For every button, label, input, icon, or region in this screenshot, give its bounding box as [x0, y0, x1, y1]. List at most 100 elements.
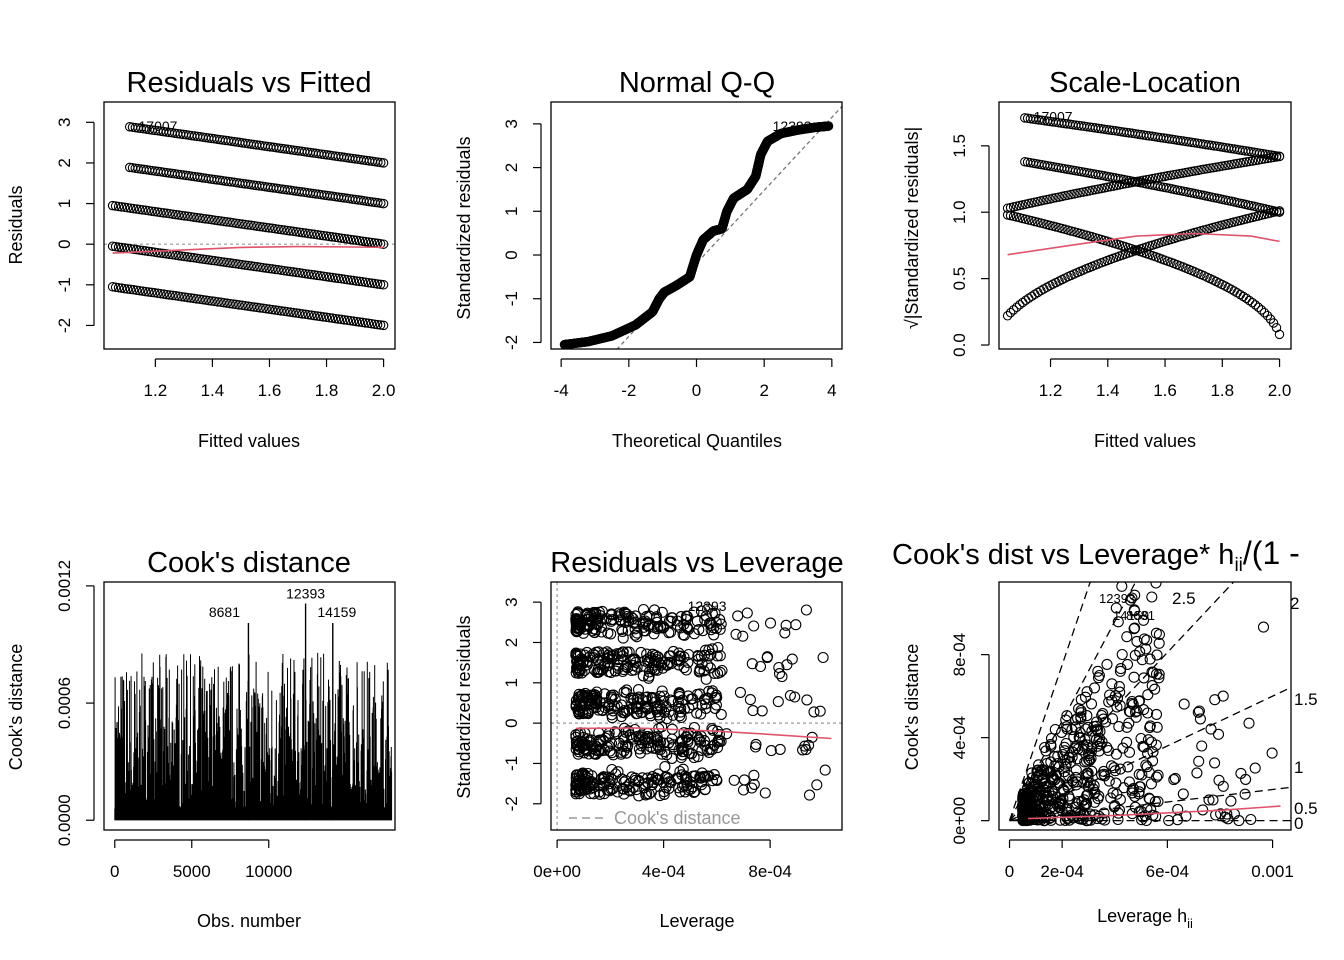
data-point	[240, 300, 250, 311]
data-point	[1099, 770, 1111, 782]
data-point	[1259, 154, 1270, 164]
data-point	[596, 704, 608, 716]
data-point	[198, 294, 208, 305]
data-point	[222, 217, 232, 227]
data-point	[252, 221, 262, 231]
data-point	[1140, 643, 1152, 655]
data-point	[1008, 305, 1019, 315]
data-point	[700, 610, 712, 622]
data-point	[1123, 705, 1135, 717]
data-point	[1116, 582, 1128, 592]
data-point	[363, 277, 374, 288]
data-point	[680, 664, 692, 676]
data-point	[610, 665, 622, 677]
data-point	[372, 319, 383, 330]
data-point	[177, 210, 187, 221]
data-point	[378, 198, 389, 209]
y-axis: 0.0000 0.0006 0.0012	[55, 560, 95, 846]
data-point	[1192, 706, 1204, 718]
data-point	[630, 656, 642, 668]
data-point	[748, 620, 760, 632]
data-point	[643, 619, 656, 631]
data-point	[1145, 804, 1157, 816]
data-point	[360, 318, 371, 328]
data-point	[1093, 732, 1106, 744]
data-point	[1113, 681, 1125, 693]
data-point	[581, 608, 594, 621]
data-point	[143, 287, 154, 297]
data-point	[1153, 637, 1165, 649]
data-point	[781, 659, 793, 671]
data-point	[605, 737, 618, 750]
data-point	[177, 251, 187, 261]
data-point	[246, 261, 256, 271]
data-point	[348, 235, 359, 245]
data-point	[327, 272, 338, 283]
x-tick-label: 1.6	[1153, 381, 1177, 400]
data-point	[149, 247, 160, 257]
data-point	[1175, 168, 1185, 179]
data-point	[590, 748, 602, 760]
data-point	[261, 263, 271, 273]
data-point	[366, 318, 377, 329]
data-point	[1078, 187, 1088, 197]
data-point	[333, 314, 344, 324]
data-point	[378, 158, 389, 168]
data-point	[1151, 721, 1163, 733]
data-point	[1220, 160, 1230, 171]
plot-area	[551, 582, 842, 830]
data-point	[267, 304, 277, 315]
data-point	[1128, 604, 1140, 616]
data-point	[1197, 804, 1209, 816]
data-point	[638, 778, 651, 790]
data-point	[134, 245, 145, 255]
data-point	[673, 655, 685, 667]
data-point	[1235, 289, 1246, 300]
data-point	[171, 291, 181, 301]
data-point	[342, 234, 353, 244]
data-point	[113, 201, 124, 212]
data-point	[264, 263, 274, 274]
data-point	[1225, 795, 1237, 807]
data-point	[737, 784, 750, 796]
data-point	[1043, 786, 1055, 798]
data-point	[656, 606, 668, 618]
data-point	[339, 274, 350, 284]
data-point	[373, 198, 383, 208]
data-point	[1163, 814, 1175, 827]
plot-frame	[550, 581, 843, 831]
data-point	[276, 265, 286, 275]
data-point	[183, 292, 193, 303]
data-point	[192, 253, 202, 263]
data-point	[823, 121, 834, 131]
data-point	[814, 705, 826, 717]
data-point	[750, 738, 762, 750]
data-point	[1044, 766, 1056, 778]
data-point	[641, 703, 653, 715]
plot-area	[104, 122, 395, 331]
data-point	[243, 301, 253, 311]
data-point	[378, 320, 389, 331]
data-point	[676, 749, 688, 761]
data-point	[688, 721, 700, 734]
data-point	[234, 300, 244, 310]
data-point	[1121, 631, 1133, 643]
data-point	[1223, 160, 1233, 170]
data-point	[643, 672, 655, 684]
data-point	[372, 279, 383, 289]
data-point	[596, 772, 608, 784]
x-tick-label: -2	[621, 381, 636, 400]
data-point	[1110, 602, 1122, 614]
data-point	[622, 624, 634, 636]
data-point	[369, 319, 380, 329]
data-point	[162, 289, 172, 300]
data-point	[1187, 166, 1197, 177]
data-point	[1162, 171, 1173, 181]
data-point	[300, 228, 311, 238]
data-point	[674, 622, 687, 634]
data-point	[1045, 732, 1058, 744]
data-point	[657, 622, 669, 634]
data-point	[309, 229, 320, 240]
data-point	[1138, 704, 1150, 716]
data-point	[1274, 329, 1285, 340]
